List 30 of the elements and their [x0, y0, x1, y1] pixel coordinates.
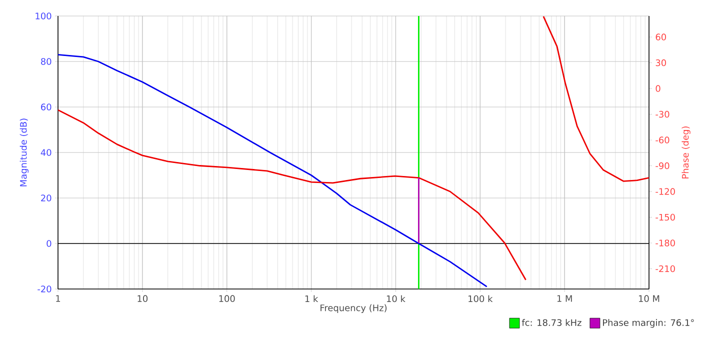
y-tick-label: 100 — [36, 12, 52, 20]
y2-tick-label: -150 — [656, 214, 675, 221]
x-tick-label: 100 — [219, 295, 235, 302]
y-tick-label: -20 — [38, 286, 52, 292]
x-axis-title: Frequency (Hz) — [320, 304, 387, 313]
x-tick-label: 1 M — [557, 295, 572, 302]
y-tick-label: 60 — [41, 104, 52, 110]
x-tick-label: 100 k — [468, 295, 493, 302]
x-tick-label: 10 k — [386, 295, 406, 302]
y-tick-label: 80 — [41, 58, 52, 65]
y2-tick-label: -90 — [656, 162, 670, 170]
y-tick-label: 40 — [40, 149, 52, 156]
y2-tick-label: -120 — [656, 188, 675, 195]
x-tick-label: 10 — [138, 295, 148, 302]
y2-tick-label: -30 — [656, 110, 670, 118]
y2-tick-label: -210 — [656, 265, 675, 272]
x-tick-label: 10 M — [638, 295, 660, 302]
y2-tick-label: -180 — [656, 240, 675, 246]
y2-axis-title: Phase (deg) — [682, 126, 690, 178]
x-tick-label: 1 k — [305, 295, 318, 302]
y2-tick-label: -60 — [656, 136, 670, 144]
y2-tick-label: 30 — [656, 59, 666, 66]
y2-tick-label: 0 — [656, 85, 660, 92]
y-tick-label: 0 — [46, 240, 52, 247]
legend-label: Phase margin: 76.1° — [603, 319, 694, 328]
x-tick-label: 1 — [56, 295, 60, 302]
legend-label: fc: 18.73 kHz — [522, 319, 582, 326]
y2-tick-label: 60 — [656, 34, 666, 40]
y-axis-title: Magnitude (dB) — [20, 118, 29, 186]
y-tick-label: 20 — [41, 194, 52, 202]
